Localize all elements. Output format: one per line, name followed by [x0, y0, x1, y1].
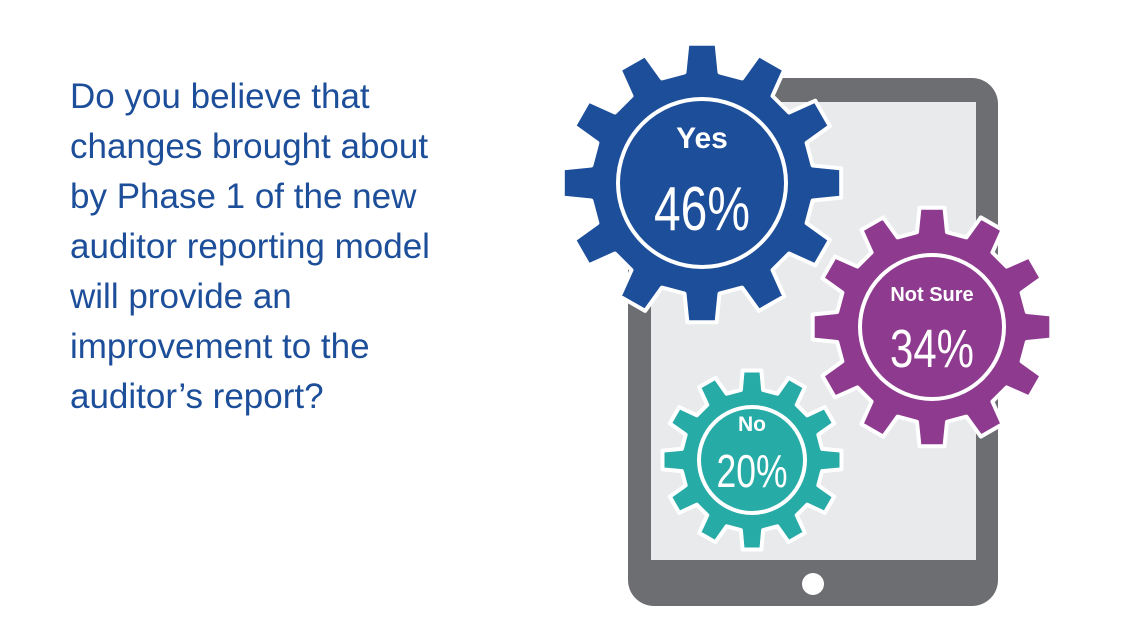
- gear-not-sure: Not Sure 34%: [810, 205, 1054, 449]
- gear-no-ring: [697, 405, 807, 515]
- question-line: changes brought about: [70, 127, 429, 166]
- gear-no: No 20%: [660, 368, 844, 552]
- question-line: by Phase 1 of the new: [70, 177, 417, 216]
- gear-not-sure-ring: [858, 253, 1006, 401]
- gear-no-label: No: [738, 413, 766, 436]
- gear-yes: Yes 46%: [560, 41, 844, 325]
- question-line: auditor’s report?: [70, 377, 324, 416]
- gear-yes-ring: [616, 97, 788, 269]
- question-line: auditor reporting model: [70, 227, 430, 266]
- gear-no-value: 20%: [717, 445, 788, 497]
- question-line: will provide an: [70, 277, 292, 316]
- question-line: improvement to the: [70, 327, 370, 366]
- question-line: Do you believe that: [70, 77, 370, 116]
- question-text: Do you believe that changes brought abou…: [70, 72, 510, 422]
- gear-not-sure-value: 34%: [890, 319, 974, 379]
- gear-yes-value: 46%: [654, 175, 750, 244]
- gear-yes-label: Yes: [676, 122, 728, 155]
- tablet-home-button: [802, 573, 824, 595]
- gear-not-sure-label: Not Sure: [890, 284, 973, 306]
